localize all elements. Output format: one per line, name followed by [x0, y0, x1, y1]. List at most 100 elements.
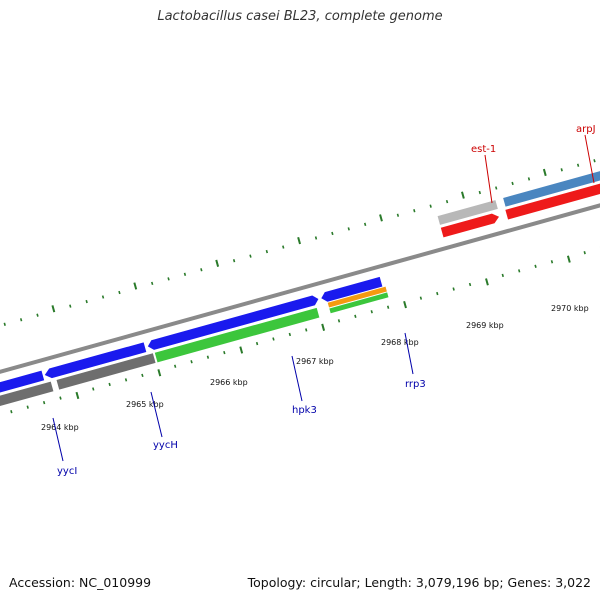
minor-tick	[167, 277, 170, 281]
minor-tick	[141, 373, 144, 378]
minor-tick	[511, 181, 514, 186]
minor-tick	[518, 269, 521, 273]
major-tick	[51, 305, 56, 313]
minor-tick	[583, 251, 586, 255]
feature-steelblue-upper[interactable]	[503, 144, 600, 207]
feature-hpk3[interactable]	[147, 294, 320, 351]
scale-label: 2966 kbp	[210, 378, 248, 387]
minor-tick	[370, 310, 373, 314]
minor-tick	[232, 259, 236, 263]
leader-yycH	[150, 391, 163, 438]
minor-tick	[495, 186, 498, 190]
minor-tick	[118, 290, 121, 295]
leader-est-1	[484, 154, 493, 204]
lower-tick-row	[10, 246, 600, 414]
major-tick	[485, 278, 489, 286]
genome-backbone	[0, 169, 600, 404]
minor-tick	[151, 281, 154, 286]
minor-tick	[468, 282, 472, 287]
minor-tick	[429, 204, 432, 208]
major-tick	[403, 300, 407, 309]
minor-tick	[85, 299, 88, 304]
feature-grey-upper[interactable]	[437, 200, 498, 225]
minor-tick	[69, 304, 72, 308]
minor-tick	[445, 199, 449, 204]
major-tick	[297, 236, 301, 245]
minor-tick	[550, 260, 554, 264]
leader-rrp3	[404, 332, 414, 375]
leader-yycI	[52, 417, 64, 462]
minor-tick	[436, 291, 439, 296]
minor-tick	[527, 177, 531, 181]
minor-tick	[288, 332, 292, 337]
minor-tick	[265, 249, 269, 254]
minor-tick	[183, 272, 187, 276]
minor-tick	[255, 341, 259, 346]
minor-tick	[452, 287, 455, 291]
scale-label: 2970 kbp	[551, 304, 589, 313]
minor-tick	[59, 396, 62, 400]
minor-tick	[363, 222, 367, 226]
minor-tick	[347, 227, 350, 231]
minor-tick	[272, 337, 275, 341]
map-title: Lactobacillus casei BL23, complete genom…	[157, 9, 443, 24]
major-tick	[239, 346, 244, 354]
major-tick	[321, 323, 326, 331]
minor-tick	[249, 254, 252, 258]
minor-tick	[124, 378, 128, 382]
major-tick	[379, 214, 383, 222]
minor-tick	[92, 387, 95, 391]
scale-label: 2964 kbp	[41, 423, 79, 432]
major-tick	[542, 168, 547, 177]
minor-tick	[314, 236, 318, 240]
leader-arpJ	[584, 134, 595, 184]
feature-green[interactable]	[154, 307, 320, 363]
feature-est-1[interactable]	[440, 212, 501, 238]
minor-tick	[576, 163, 580, 167]
feature-green-rrp3[interactable]	[329, 292, 389, 314]
feature-dark-grey-2[interactable]	[56, 353, 156, 390]
upper-tick-row	[3, 159, 596, 326]
feature-yycH[interactable]	[43, 342, 147, 379]
minor-tick	[19, 318, 23, 322]
minor-tick	[396, 213, 400, 217]
minor-tick	[26, 405, 29, 409]
minor-tick	[386, 305, 390, 309]
feature-orange-rrp3[interactable]	[327, 286, 387, 308]
gene-label-yycH: yycH	[153, 440, 178, 451]
minor-tick	[305, 328, 308, 332]
minor-tick	[354, 314, 357, 318]
minor-tick	[560, 168, 563, 172]
minor-tick	[101, 295, 105, 299]
gene-label-hpk3: hpk3	[292, 405, 317, 416]
scale-label: 2969 kbp	[466, 321, 504, 330]
major-tick	[215, 259, 220, 267]
gene-label-est-1: est-1	[471, 144, 496, 155]
major-tick	[157, 369, 162, 377]
scale-label: 2967 kbp	[296, 357, 334, 366]
feature-arpJ[interactable]	[505, 154, 600, 220]
minor-tick	[42, 400, 46, 405]
feature-yycI[interactable]	[0, 370, 45, 400]
leader-hpk3	[291, 355, 303, 402]
minor-tick	[190, 360, 193, 364]
minor-tick	[419, 296, 423, 300]
feature-dark-grey-1[interactable]	[0, 381, 54, 408]
minor-tick	[10, 410, 13, 414]
minor-tick	[173, 364, 177, 368]
gene-label-yycI: yycI	[57, 466, 77, 477]
major-tick	[566, 255, 571, 263]
gene-label-rrp3: rrp3	[405, 379, 426, 390]
feature-blue-right[interactable]	[320, 276, 383, 303]
minor-tick	[337, 319, 341, 323]
minor-tick	[478, 190, 481, 195]
scale-label: 2968 kbp	[381, 338, 419, 347]
scale-label: 2965 kbp	[126, 400, 164, 409]
minor-tick	[108, 382, 111, 387]
accession-text: Accession: NC_010999	[9, 575, 152, 590]
gene-label-arpJ: arpJ	[576, 124, 596, 135]
minor-tick	[206, 355, 210, 359]
minor-tick	[223, 350, 226, 355]
minor-tick	[36, 313, 39, 317]
minor-tick	[534, 264, 537, 268]
